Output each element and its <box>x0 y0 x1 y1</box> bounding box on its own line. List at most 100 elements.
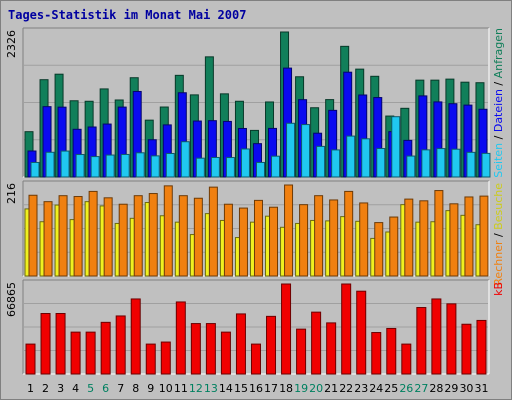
x-tick-label-day-18: 18 <box>279 382 293 395</box>
legend-separator: / <box>492 78 505 89</box>
bar-seiten-day-10 <box>165 153 175 178</box>
bar-rechner-day-28 <box>434 190 444 277</box>
bar-seiten-day-23 <box>361 138 371 178</box>
bar-kb-day-17 <box>266 315 277 375</box>
bar-rechner-day-31 <box>479 195 489 277</box>
bar-kb-day-14 <box>220 331 231 375</box>
x-tick-label-day-5: 5 <box>87 382 94 395</box>
bar-seiten-day-12 <box>195 157 205 178</box>
x-tick-label-day-31: 31 <box>474 382 488 395</box>
legend-separator: / <box>492 230 505 241</box>
bar-rechner-day-27 <box>419 200 429 277</box>
bar-seiten-day-15 <box>240 148 250 178</box>
bar-rechner-day-8 <box>133 195 143 277</box>
bar-kb-day-4 <box>70 331 81 375</box>
bar-kb-day-1 <box>25 343 36 375</box>
x-tick-label-day-22: 22 <box>339 382 353 395</box>
x-tick-label-day-1: 1 <box>27 382 34 395</box>
x-tick-label-day-29: 29 <box>444 382 458 395</box>
bar-seiten-day-6 <box>105 154 115 178</box>
x-tick-label-day-21: 21 <box>324 382 338 395</box>
x-tick-label-day-12: 12 <box>189 382 203 395</box>
bar-seiten-day-11 <box>180 141 190 178</box>
y-max-label: 216 <box>5 183 18 204</box>
bar-kb-day-3 <box>55 313 66 375</box>
bar-rechner-day-7 <box>118 203 128 277</box>
x-tick-label-day-27: 27 <box>414 382 428 395</box>
x-tick-label-day-10: 10 <box>159 382 173 395</box>
bar-seiten-day-8 <box>135 152 145 178</box>
x-tick-label-day-25: 25 <box>384 382 398 395</box>
bar-seiten-day-21 <box>331 149 341 178</box>
page-title: Tages-Statistik im Monat Mai 2007 <box>8 8 247 22</box>
bar-rechner-day-10 <box>163 185 173 277</box>
y-max-label: 66865 <box>5 282 18 317</box>
x-tick-label-day-15: 15 <box>234 382 248 395</box>
x-tick-label-day-14: 14 <box>219 382 233 395</box>
bar-kb-day-25 <box>386 327 397 375</box>
x-tick-label-day-17: 17 <box>264 382 278 395</box>
bar-rechner-day-9 <box>148 193 158 277</box>
bar-kb-day-12 <box>190 323 201 375</box>
x-tick-label-day-16: 16 <box>249 382 263 395</box>
x-tick-label-day-3: 3 <box>57 382 64 395</box>
bar-seiten-day-3 <box>60 150 70 178</box>
bar-rechner-day-5 <box>88 190 98 277</box>
bar-rechner-day-26 <box>404 198 414 277</box>
bar-seiten-day-27 <box>421 149 431 178</box>
x-tick-label-day-8: 8 <box>132 382 139 395</box>
bar-seiten-day-26 <box>406 155 416 178</box>
bar-kb-day-27 <box>416 307 427 375</box>
bar-kb-day-15 <box>235 313 246 375</box>
bar-kb-day-26 <box>401 343 412 375</box>
x-tick-label-day-4: 4 <box>72 382 79 395</box>
bar-kb-day-28 <box>431 298 442 375</box>
bar-rechner-day-20 <box>314 195 324 277</box>
bar-seiten-day-16 <box>255 161 265 178</box>
bar-kb-day-11 <box>175 301 186 375</box>
bar-rechner-day-23 <box>359 202 369 277</box>
bar-kb-day-20 <box>311 311 322 375</box>
bar-seiten-day-14 <box>225 157 235 178</box>
bar-seiten-day-17 <box>271 155 281 178</box>
bar-kb-day-29 <box>446 303 457 375</box>
x-tick-label-day-6: 6 <box>102 382 109 395</box>
bar-rechner-day-12 <box>193 197 203 277</box>
bar-seiten-day-29 <box>451 148 461 178</box>
x-tick-label-day-11: 11 <box>174 382 188 395</box>
legend-entry-besuche: Besuche <box>492 183 505 230</box>
legend-entry-rechner: Rechner <box>492 240 505 286</box>
bar-seiten-day-24 <box>376 148 386 178</box>
x-tick-label-day-9: 9 <box>147 382 154 395</box>
bar-rechner-day-14 <box>223 203 233 277</box>
bar-rechner-day-2 <box>43 201 53 277</box>
bar-kb-day-22 <box>341 283 352 375</box>
bar-rechner-day-24 <box>374 222 384 277</box>
bar-seiten-day-20 <box>316 145 326 178</box>
bar-kb-day-30 <box>461 323 472 375</box>
bar-rechner-day-30 <box>464 196 474 277</box>
bar-kb-day-5 <box>85 331 96 375</box>
x-tick-label-day-20: 20 <box>309 382 323 395</box>
bar-kb-day-13 <box>205 323 216 375</box>
bar-rechner-day-25 <box>389 216 399 277</box>
legend-separator: / <box>492 132 505 143</box>
y-max-label: 2326 <box>5 30 18 58</box>
legend-entry-kb: kB <box>492 282 505 296</box>
bar-seiten-day-4 <box>75 154 85 178</box>
bar-rechner-day-15 <box>238 207 248 277</box>
bar-seiten-day-1 <box>30 161 40 178</box>
bar-rechner-day-3 <box>58 195 68 277</box>
bar-kb-day-2 <box>40 313 51 375</box>
bar-kb-day-18 <box>281 283 292 375</box>
bar-seiten-day-5 <box>90 156 100 178</box>
bar-rechner-day-16 <box>253 199 263 277</box>
bar-kb-day-7 <box>115 315 126 375</box>
bar-kb-day-16 <box>250 343 261 375</box>
bar-rechner-day-11 <box>178 195 188 277</box>
x-tick-label-day-30: 30 <box>459 382 473 395</box>
bar-seiten-day-9 <box>150 155 160 178</box>
bar-seiten-day-30 <box>466 151 476 178</box>
x-tick-label-day-28: 28 <box>429 382 443 395</box>
